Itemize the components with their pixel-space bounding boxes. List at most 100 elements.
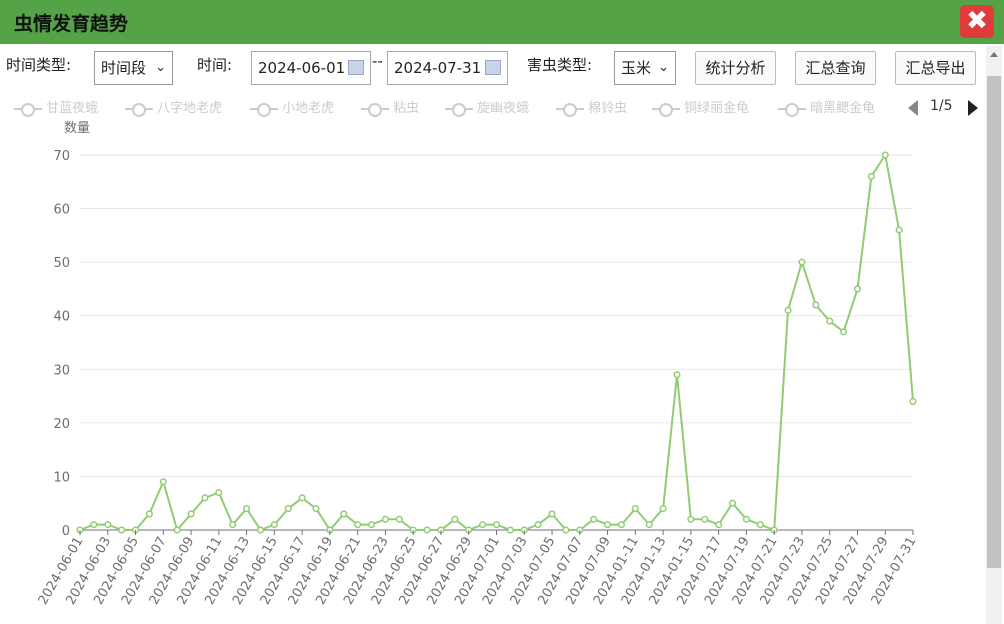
data-point[interactable] [756,521,764,529]
data-point[interactable] [492,521,501,529]
data-point[interactable] [201,494,209,502]
date-range-separator: -- [372,52,383,70]
data-point[interactable] [715,521,723,529]
data-point[interactable] [368,521,376,529]
data-point[interactable] [354,521,362,529]
data-point[interactable] [187,510,195,518]
data-point[interactable] [895,226,903,234]
calendar-icon[interactable] [485,60,501,75]
start-date-value: 2024-06-01 [258,59,346,77]
scrollbar-thumb[interactable] [987,76,1001,568]
legend-item[interactable]: 粘虫 [361,97,419,119]
data-point[interactable] [798,258,806,266]
legend-label: 暗黑鳃金龟 [810,101,876,116]
data-point[interactable] [617,521,626,529]
pest-type-value: 玉米 [621,59,652,77]
data-point[interactable] [812,301,820,309]
y-tick-label: 30 [53,363,70,378]
data-point[interactable] [631,505,639,513]
data-point[interactable] [673,371,681,379]
y-axis-title: 数量 [64,121,90,136]
legend-label: 甘蓝夜蛾 [46,101,99,116]
legend-line-circle-icon [14,102,42,117]
scroll-up-icon[interactable] [990,52,998,57]
data-point[interactable] [395,515,403,523]
data-point[interactable] [840,328,848,336]
end-date-input[interactable]: 2024-07-31 [387,51,508,85]
data-point[interactable] [173,526,181,534]
vertical-scrollbar[interactable] [986,46,1002,624]
data-point[interactable] [312,505,320,513]
legend-item[interactable]: 旋幽夜蛾 [445,97,529,119]
y-tick-label: 20 [53,417,70,432]
time-type-label: 时间类型: [6,56,72,74]
data-point[interactable] [604,521,612,529]
data-point[interactable] [867,172,875,180]
time-type-value: 时间段 [101,59,147,77]
data-point[interactable] [701,515,709,523]
data-point[interactable] [742,515,750,523]
data-point[interactable] [659,505,667,513]
data-point[interactable] [159,478,167,486]
data-point[interactable] [423,526,431,534]
data-point[interactable] [909,397,917,405]
data-point[interactable] [784,306,792,314]
data-point[interactable] [728,499,737,507]
legend-page-indicator: 1/5 [930,98,953,114]
data-point[interactable] [145,510,153,518]
data-point[interactable] [270,521,278,529]
legend-line-circle-icon [125,102,153,117]
legend-line-circle-icon [778,102,806,117]
stats-analysis-button[interactable]: 统计分析 [695,51,776,85]
legend-item[interactable]: 铜绿丽金龟 [652,97,749,119]
filter-toolbar: 时间类型: 时间段 ⌄ 时间: 2024-06-01 -- 2024-07-31… [0,50,990,90]
data-point[interactable] [590,515,598,523]
window-titlebar: 虫情发育趋势 ✖ [0,0,1004,44]
y-tick-label: 40 [53,310,70,325]
data-point[interactable] [243,505,251,513]
prev-page-icon[interactable] [908,100,918,116]
summary-export-button[interactable]: 汇总导出 [895,51,976,85]
close-button[interactable]: ✖ [960,5,994,38]
time-type-select[interactable]: 时间段 ⌄ [94,51,173,85]
data-point[interactable] [340,510,348,518]
data-point[interactable] [90,521,98,529]
data-point[interactable] [826,317,834,325]
pest-type-label: 害虫类型: [527,56,593,74]
legend-item[interactable]: 甘蓝夜蛾 [14,97,98,119]
data-point[interactable] [853,285,862,293]
legend-item[interactable]: 暗黑鳃金龟 [778,97,875,119]
data-point[interactable] [687,515,695,523]
legend-item[interactable]: 棉铃虫 [556,97,627,119]
summary-query-button[interactable]: 汇总查询 [795,51,876,85]
legend-label: 铜绿丽金龟 [684,101,750,116]
pest-type-select[interactable]: 玉米 ⌄ [614,51,676,85]
data-point[interactable] [229,521,237,529]
data-point[interactable] [284,505,292,513]
data-point[interactable] [548,510,556,518]
data-point[interactable] [479,521,487,529]
data-point[interactable] [451,515,459,523]
start-date-input[interactable]: 2024-06-01 [251,51,371,85]
data-point[interactable] [381,515,389,523]
legend-item[interactable]: 八字地老虎 [125,97,222,119]
data-point[interactable] [298,494,306,502]
next-page-icon[interactable] [968,100,978,116]
calendar-icon[interactable] [348,60,364,75]
data-point[interactable] [104,521,112,529]
legend-item[interactable]: 小地老虎 [250,97,334,119]
data-point[interactable] [118,526,126,534]
legend-label: 旋幽夜蛾 [477,101,530,116]
data-point[interactable] [215,488,223,497]
data-point[interactable] [645,521,653,529]
legend-line-circle-icon [250,102,278,117]
legend-label: 小地老虎 [282,101,335,116]
data-point[interactable] [256,526,265,534]
legend-line-circle-icon [361,102,389,117]
legend-label: 粘虫 [393,101,420,116]
data-point[interactable] [506,526,514,534]
legend-label: 八字地老虎 [157,101,223,116]
data-point[interactable] [881,151,889,159]
data-point[interactable] [534,521,542,529]
data-point[interactable] [562,526,570,534]
